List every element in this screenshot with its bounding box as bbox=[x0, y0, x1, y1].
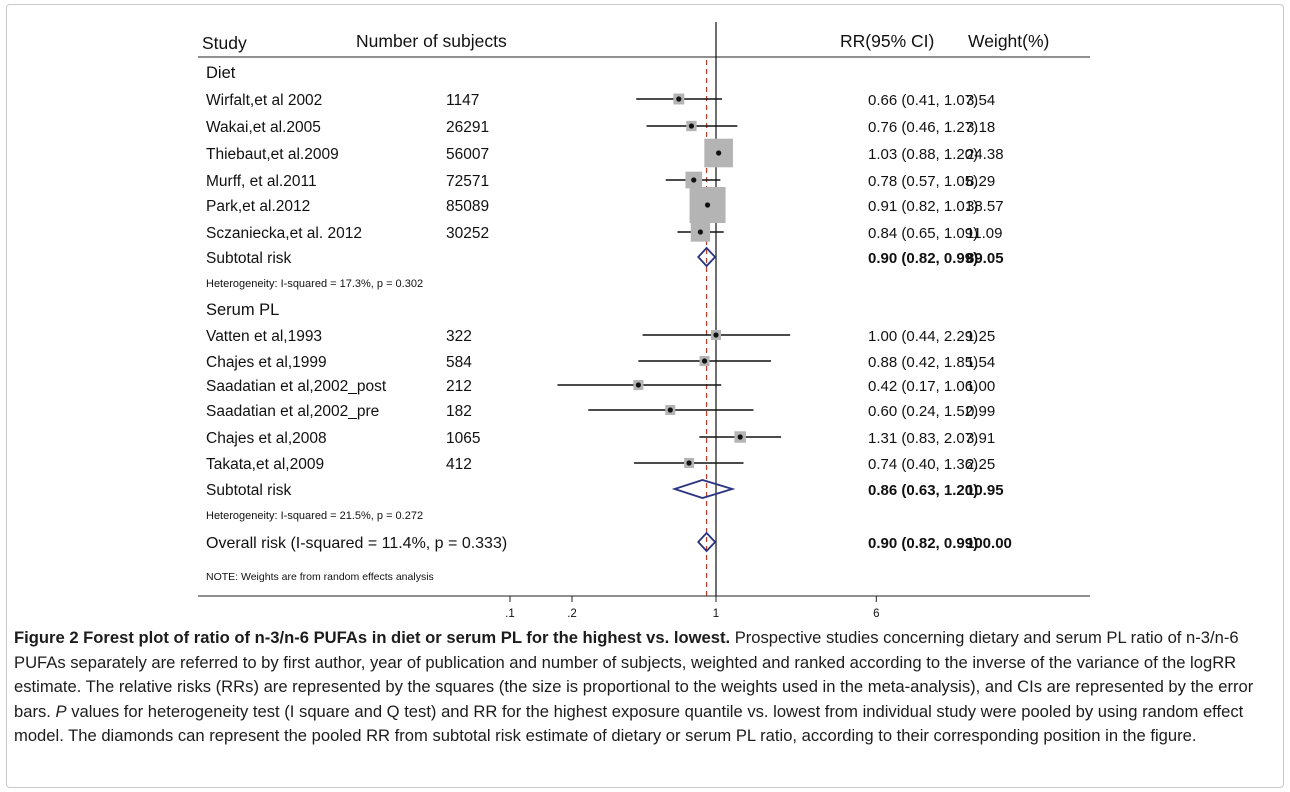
study-label: Wirfalt,et al 2002 bbox=[206, 92, 322, 109]
overall-label: Overall risk (I-squared = 11.4%, p = 0.3… bbox=[206, 535, 507, 552]
subtotal-label: Subtotal risk bbox=[206, 482, 292, 499]
study-weight: 11.09 bbox=[966, 225, 1002, 242]
point-estimate bbox=[713, 332, 719, 338]
figure-frame bbox=[6, 4, 1284, 788]
study-subjects: 322 bbox=[446, 328, 472, 345]
caption-title: Figure 2 Forest plot of ratio of n-3/n-6… bbox=[14, 628, 731, 647]
caption-body-1: Prospective studies concerning dietary a… bbox=[14, 628, 1254, 721]
study-weight: 24.38 bbox=[966, 146, 1004, 163]
point-estimate bbox=[697, 229, 704, 235]
subtotal-diamond bbox=[671, 479, 736, 499]
study-label: Chajes et al,1999 bbox=[206, 354, 327, 371]
forest-plot: Study Number of subjects RR(95% CI) Weight(… bbox=[198, 22, 1090, 620]
subtotal-rr-ci: 0.90 (0.82, 0.99) bbox=[868, 250, 978, 267]
study-rr-ci: 1.31 (0.83, 2.07) bbox=[868, 430, 978, 447]
header-weight: Weight(%) bbox=[968, 31, 1049, 51]
study-rr-ci: 1.03 (0.88, 1.20) bbox=[868, 146, 978, 163]
point-estimate bbox=[686, 460, 692, 466]
subtotal-diamond bbox=[697, 246, 717, 268]
study-rr-ci: 0.74 (0.40, 1.36) bbox=[868, 456, 978, 473]
study-label: Takata,et al,2009 bbox=[206, 456, 324, 473]
point-estimate bbox=[667, 407, 673, 413]
study-rr-ci: 0.60 (0.24, 1.52) bbox=[868, 403, 978, 420]
overall-rr-ci: 0.90 (0.82, 0.99) bbox=[868, 535, 978, 552]
study-weight: 1.54 bbox=[966, 354, 995, 371]
study-weight: 2.25 bbox=[966, 456, 995, 473]
study-label: Murff, et al.2011 bbox=[206, 173, 317, 190]
x-tick-label: 6 bbox=[873, 608, 879, 620]
study-weight: 38.57 bbox=[966, 198, 1004, 215]
point-estimate bbox=[701, 358, 708, 364]
study-subjects: 584 bbox=[446, 354, 472, 371]
study-rr-ci: 0.88 (0.42, 1.85) bbox=[868, 354, 978, 371]
study-subjects: 412 bbox=[446, 456, 472, 473]
study-rr-ci: 0.84 (0.65, 1.09) bbox=[868, 225, 978, 242]
study-label: Sczaniecka,et al. 2012 bbox=[206, 225, 362, 242]
weights-note: NOTE: Weights are from random effects an… bbox=[206, 571, 434, 583]
subtotal-weight: 89.05 bbox=[966, 250, 1004, 267]
study-label: Wakai,et al.2005 bbox=[206, 119, 321, 136]
study-rr-ci: 0.78 (0.57, 1.05) bbox=[868, 173, 978, 190]
group-title: Diet bbox=[206, 64, 236, 82]
header-number-of-subjects: Number of subjects bbox=[356, 31, 507, 51]
study-subjects: 30252 bbox=[446, 225, 489, 242]
point-estimate bbox=[676, 96, 682, 102]
subtotal-weight: 10.95 bbox=[966, 482, 1004, 499]
study-weight: 3.18 bbox=[966, 119, 995, 136]
study-label: Park,et al.2012 bbox=[206, 198, 310, 215]
x-tick-label: .2 bbox=[567, 608, 577, 620]
caption-p-italic: P bbox=[55, 701, 67, 721]
study-label: Saadatian et al,2002_post bbox=[206, 378, 387, 395]
point-estimate bbox=[737, 434, 743, 440]
heterogeneity-text: Heterogeneity: I-squared = 21.5%, p = 0.… bbox=[206, 510, 423, 522]
study-label: Saadatian et al,2002_pre bbox=[206, 403, 379, 420]
study-subjects: 72571 bbox=[446, 173, 489, 190]
study-rr-ci: 0.66 (0.41, 1.07) bbox=[868, 92, 978, 109]
study-rr-ci: 0.91 (0.82, 1.01) bbox=[868, 198, 978, 215]
study-weight: 0.99 bbox=[966, 403, 995, 420]
caption-body-2: values for heterogeneity test (I square … bbox=[14, 701, 1244, 746]
study-subjects: 85089 bbox=[446, 198, 489, 215]
study-weight: 3.91 bbox=[966, 430, 995, 447]
study-label: Chajes et al,2008 bbox=[206, 430, 327, 447]
study-subjects: 26291 bbox=[446, 119, 489, 136]
study-rr-ci: 0.76 (0.46, 1.27) bbox=[868, 119, 978, 136]
heterogeneity-text: Heterogeneity: I-squared = 17.3%, p = 0.… bbox=[206, 278, 423, 290]
point-estimate bbox=[691, 177, 697, 183]
overall-weight: 100.00 bbox=[966, 535, 1012, 552]
study-weight: 8.29 bbox=[966, 173, 995, 190]
overall-diamond bbox=[697, 531, 717, 553]
subtotal-rr-ci: 0.86 (0.63, 1.20) bbox=[868, 482, 978, 499]
group-title: Serum PL bbox=[206, 301, 279, 319]
study-subjects: 56007 bbox=[446, 146, 489, 163]
x-tick-label: 1 bbox=[713, 608, 719, 620]
point-estimate bbox=[688, 123, 695, 129]
study-subjects: 212 bbox=[446, 378, 472, 395]
study-subjects: 182 bbox=[446, 403, 472, 420]
study-weight: 1.00 bbox=[966, 378, 995, 395]
subtotal-label: Subtotal risk bbox=[206, 250, 292, 267]
study-rr-ci: 0.42 (0.17, 1.06) bbox=[868, 378, 978, 395]
x-tick-label: .1 bbox=[505, 608, 515, 620]
study-weight: 3.54 bbox=[966, 92, 995, 109]
header-study: Study bbox=[202, 33, 247, 53]
point-estimate bbox=[635, 382, 641, 388]
study-weight: 1.25 bbox=[966, 328, 995, 345]
study-label: Thiebaut,et al.2009 bbox=[206, 146, 339, 163]
study-subjects: 1147 bbox=[446, 92, 479, 109]
study-label: Vatten et al,1993 bbox=[206, 328, 322, 345]
point-estimate bbox=[716, 150, 722, 156]
point-estimate bbox=[704, 202, 711, 208]
header-rr-ci: RR(95% CI) bbox=[840, 31, 934, 51]
study-rr-ci: 1.00 (0.44, 2.29) bbox=[868, 328, 978, 345]
figure-caption: Figure 2 Forest plot of ratio of n-3/n-6… bbox=[14, 626, 1276, 749]
study-subjects: 1065 bbox=[446, 430, 480, 447]
